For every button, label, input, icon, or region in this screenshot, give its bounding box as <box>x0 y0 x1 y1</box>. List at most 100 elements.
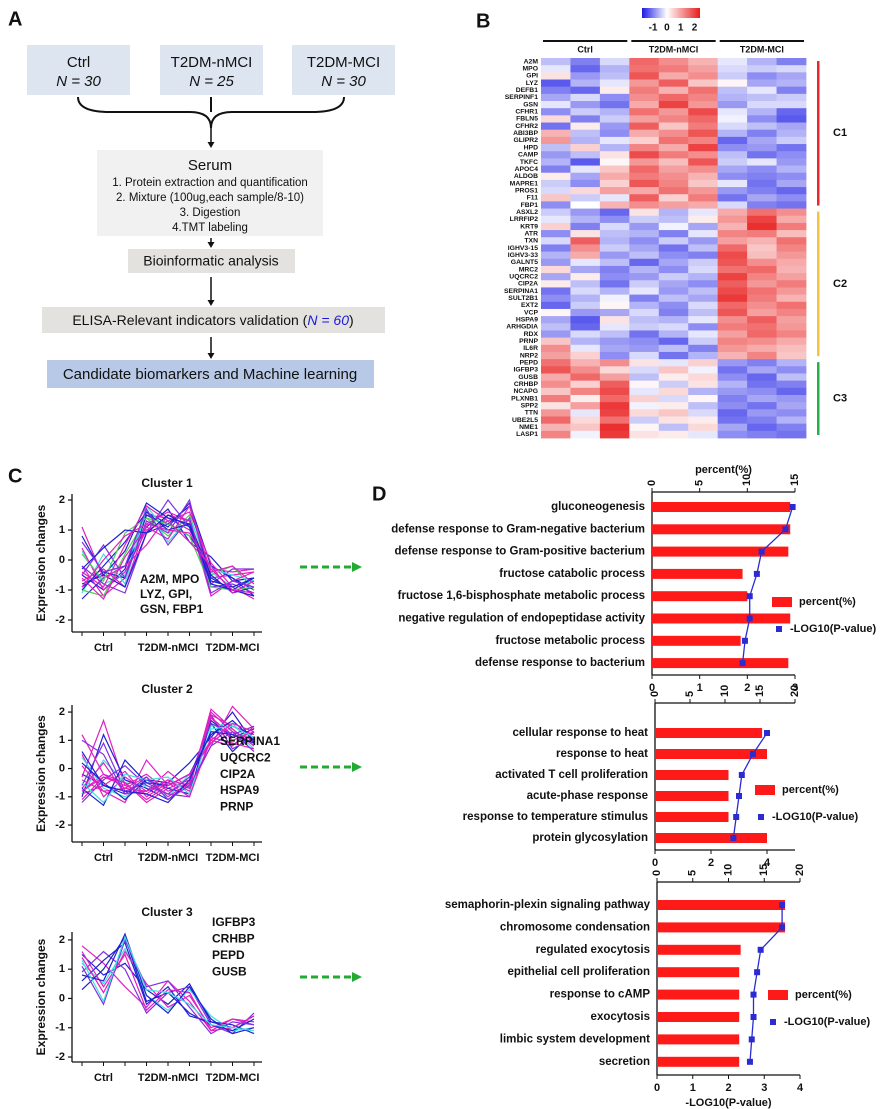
expression-line <box>81 932 255 1035</box>
heatmap-cell <box>541 179 571 188</box>
gene-label: ABI3BP <box>513 130 538 137</box>
cluster-label: C1 <box>833 127 847 139</box>
heatmap-cell <box>717 301 748 310</box>
heatmap-cell <box>658 387 689 396</box>
heatmap-cell <box>717 273 748 281</box>
heatmap-cell <box>776 179 807 188</box>
top-tick-label: 15 <box>758 864 770 876</box>
heatmap-cell <box>747 172 777 181</box>
gene-annotation: CIP2A <box>220 767 256 781</box>
heatmap-cell <box>629 351 660 360</box>
heatmap-cell <box>776 323 807 331</box>
gene-label: IL6R <box>523 345 538 352</box>
top-tick-label: 10 <box>722 864 734 876</box>
heatmap-cell <box>629 430 660 439</box>
top-tick-label: 20 <box>789 685 801 697</box>
heatmap-cell <box>570 265 601 274</box>
heatmap-cell <box>717 402 748 410</box>
heatmap-cell <box>658 430 689 439</box>
heatmap-cell <box>570 373 601 382</box>
pvalue-line <box>732 732 768 839</box>
heatmap-cell <box>658 108 689 116</box>
heatmap-cell <box>717 251 748 260</box>
heatmap-cell <box>717 351 748 360</box>
expression-line <box>81 935 255 1032</box>
heatmap-cell <box>599 222 630 231</box>
gene-label: PEPD <box>519 360 538 367</box>
heatmap-cell <box>747 416 777 425</box>
heatmap-cell <box>629 65 660 73</box>
cluster-bar <box>817 61 820 206</box>
gene-label: CFHR2 <box>515 123 538 130</box>
heatmap-cell <box>570 387 601 396</box>
heatmap-cell <box>688 165 719 174</box>
heatmap-cell <box>570 72 601 80</box>
heatmap-cell <box>570 337 601 346</box>
heatmap-cell <box>747 230 777 238</box>
heatmap-cell <box>717 65 748 73</box>
heatmap-cell <box>776 115 807 123</box>
heatmap-cell <box>629 115 660 123</box>
gene-label: MAPRE1 <box>510 180 539 187</box>
heatmap-cell <box>599 430 630 439</box>
heatmap-cell <box>776 151 807 159</box>
arrow-head <box>207 142 215 148</box>
heatmap-group: Ctrl <box>577 44 593 54</box>
gene-label: SERPINA1 <box>504 288 538 295</box>
heatmap-cell <box>717 409 748 417</box>
heatmap-cell <box>747 201 777 209</box>
gene-annotation: IGFBP3 <box>212 915 256 929</box>
heatmap-cell <box>776 108 807 116</box>
heatmap-cell <box>541 294 571 303</box>
heatmap-cell <box>717 344 748 353</box>
gene-label: A2M <box>524 58 539 65</box>
heatmap-cell <box>776 215 807 224</box>
gene-label: TXN <box>524 238 538 245</box>
heatmap-cell <box>747 366 777 374</box>
heatmap-cell <box>570 122 601 131</box>
heatmap-cell <box>629 301 660 310</box>
gene-label: PLXNB1 <box>511 395 538 402</box>
heatmap-cell <box>717 222 748 231</box>
gene-label: GLIPR2 <box>513 137 538 144</box>
heatmap-cell <box>688 423 719 432</box>
heatmap-cell <box>658 115 689 123</box>
heatmap-cell <box>599 187 630 195</box>
heatmap-cell <box>541 151 571 159</box>
heatmap-cell <box>599 194 630 202</box>
percent-bar <box>657 1034 740 1045</box>
heatmap-cell <box>747 65 777 73</box>
heatmap-cell <box>599 330 630 339</box>
pvalue-point <box>750 751 756 757</box>
heatmap-cell <box>570 423 601 432</box>
heatmap-cell <box>658 373 689 382</box>
validation-box <box>42 307 385 333</box>
term-label: fructose catabolic process <box>499 568 645 580</box>
heatmap-cell <box>658 416 689 425</box>
heatmap-cell <box>747 323 777 331</box>
heatmap-cell <box>747 344 777 353</box>
heatmap-cell <box>688 258 719 267</box>
heatmap-cell <box>658 65 689 73</box>
heatmap-cell <box>629 129 660 138</box>
heatmap-cell <box>629 215 660 224</box>
y-tick-label: -2 <box>55 819 65 831</box>
heatmap-cell <box>688 344 719 353</box>
heatmap-cell <box>688 280 719 288</box>
outcome-box <box>47 360 374 388</box>
expression-line <box>81 722 255 803</box>
heatmap-cell <box>717 359 748 367</box>
heatmap-cell <box>776 337 807 346</box>
percent-bar <box>657 1056 740 1067</box>
gene-label: TTN <box>525 410 538 417</box>
top-tick-label: 5 <box>684 691 696 697</box>
y-tick-label: 0 <box>59 554 65 566</box>
heatmap-cell <box>688 215 719 224</box>
heatmap-cell <box>541 394 571 403</box>
heatmap-cell <box>570 294 601 303</box>
heatmap-cell <box>629 251 660 260</box>
heatmap-cell <box>599 215 630 224</box>
heatmap-cell <box>776 373 807 382</box>
term-label: exocytosis <box>591 1011 650 1023</box>
gene-label: IGHV3-15 <box>508 245 538 252</box>
